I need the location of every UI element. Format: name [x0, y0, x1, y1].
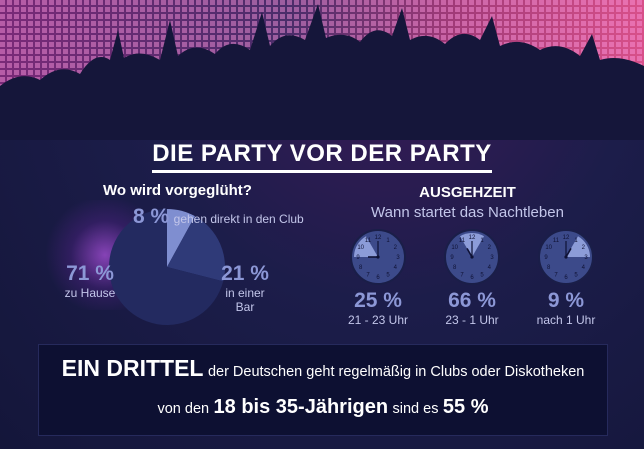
clock-numeral: 6 — [376, 275, 380, 281]
pie-label-bar: 21 % in einer Bar — [221, 262, 269, 314]
clock-percent: 25 % — [354, 289, 402, 312]
clock-numeral: 10 — [357, 245, 364, 251]
clock-numeral: 1 — [386, 238, 390, 244]
clock-center — [564, 255, 568, 259]
crowd-silhouette — [0, 4, 644, 140]
clock-numeral: 3 — [584, 255, 588, 261]
clock-percent: 66 % — [448, 289, 496, 312]
clock-numeral: 8 — [453, 265, 457, 271]
clock-center — [470, 255, 474, 259]
clock-numeral: 3 — [396, 255, 400, 261]
clock-caption: 23 - 1 Uhr — [445, 313, 499, 327]
clock-numeral: 7 — [366, 273, 370, 279]
clock-numeral: 10 — [545, 245, 552, 251]
pie-slice-home — [109, 209, 224, 325]
pie-question: Wo wird vorgeglüht? — [103, 182, 252, 199]
clock-numeral: 11 — [553, 238, 560, 244]
clock-numeral: 5 — [574, 273, 578, 279]
clock-numeral: 2 — [488, 245, 492, 251]
clock-numeral: 9 — [544, 255, 548, 261]
clock-hour-hand — [466, 247, 473, 258]
clock-numeral: 5 — [386, 273, 390, 279]
clock-numeral: 10 — [451, 245, 458, 251]
going-out-subheading: Wann startet das Nachtleben — [371, 204, 564, 221]
clock-numeral: 8 — [359, 265, 363, 271]
clock-numeral: 8 — [547, 265, 551, 271]
going-out-heading: AUSGEHZEIT — [419, 184, 516, 201]
clock-hour-hand — [565, 247, 572, 258]
pie-slice-bar — [167, 216, 225, 282]
clock-numeral: 4 — [582, 265, 586, 271]
clock-numeral: 1 — [480, 238, 484, 244]
clock-numeral: 9 — [450, 255, 454, 261]
clock-caption: 21 - 23 Uhr — [347, 313, 409, 327]
clock-numeral: 7 — [554, 273, 558, 279]
summary-line-2: von den 18 bis 35-Jährigen sind es 55 % — [157, 396, 489, 418]
page-title: DIE PARTY VOR DER PARTY — [0, 140, 644, 173]
clock-numeral: 4 — [488, 265, 492, 271]
clock-numeral: 3 — [490, 255, 494, 261]
summary-line-1: EIN DRITTEL der Deutschen geht regelmäßi… — [61, 355, 585, 381]
clock-numeral: 12 — [469, 235, 476, 241]
clock-numeral: 11 — [459, 238, 466, 244]
clock-numeral: 1 — [574, 238, 578, 244]
pie-chart — [109, 209, 225, 325]
pie-label-home: 71 % zu Hause — [64, 262, 116, 300]
clock-percent: 9 % — [547, 289, 585, 312]
clock-numeral: 5 — [480, 273, 484, 279]
clock-numeral: 6 — [564, 275, 568, 281]
clock-center — [376, 255, 380, 259]
clock-numeral: 7 — [460, 273, 464, 279]
clock-caption: nach 1 Uhr — [536, 313, 596, 327]
clock-numeral: 2 — [582, 245, 586, 251]
clock-numeral: 4 — [394, 265, 398, 271]
clock-numeral: 9 — [356, 255, 360, 261]
clock-time-range — [354, 236, 378, 257]
crowd-hero-image — [0, 0, 644, 140]
pie-slice-club — [167, 209, 195, 267]
clock-numeral: 2 — [394, 245, 398, 251]
clock-numeral: 12 — [375, 235, 382, 241]
clock-numeral: 11 — [365, 238, 372, 244]
clock-numeral: 12 — [563, 235, 570, 241]
pie-label-club: 8 % gehen direkt in den Club — [133, 205, 304, 228]
summary-banner: EIN DRITTEL der Deutschen geht regelmäßi… — [38, 344, 608, 436]
clock-time-range — [566, 236, 590, 257]
clock-numeral: 6 — [470, 275, 474, 281]
